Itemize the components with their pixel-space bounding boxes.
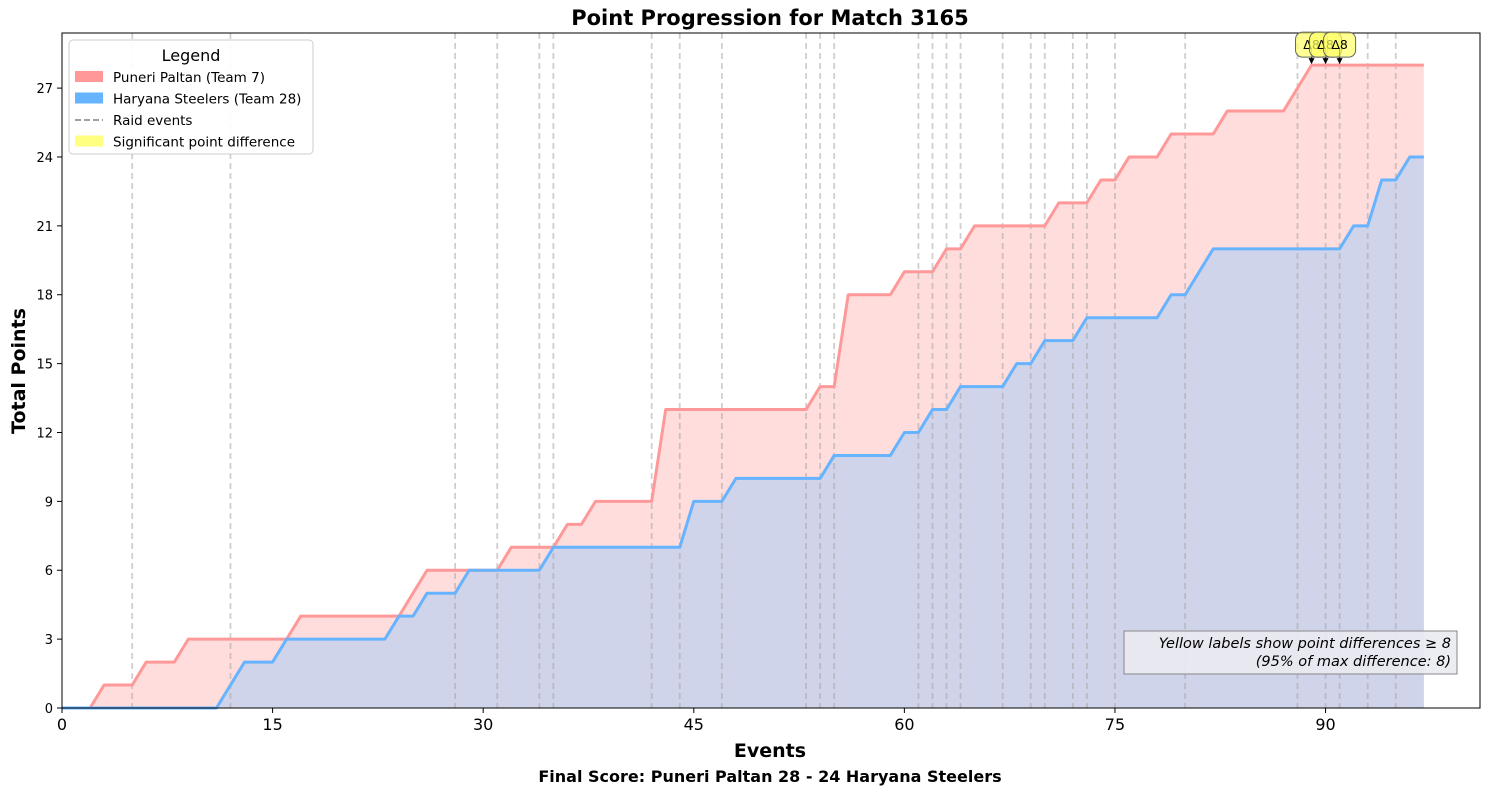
x-tick-label: 0 — [57, 715, 67, 734]
significant-diff-label: Δ8 — [1323, 31, 1357, 65]
x-tick-label: 30 — [473, 715, 493, 734]
diff-label-box — [1323, 31, 1357, 58]
y-tick-label: 3 — [45, 633, 53, 648]
x-tick-label: 15 — [262, 715, 282, 734]
legend-swatch — [75, 135, 103, 147]
diff-arrowhead — [1336, 58, 1343, 65]
y-tick-label: 21 — [36, 220, 53, 235]
series-line-1 — [62, 63, 1424, 710]
legend-swatch — [75, 71, 103, 82]
y-axis-title: Total Points — [8, 308, 30, 434]
chart-title: Point Progression for Match 3165 — [571, 6, 969, 30]
plot-frame — [61, 32, 1481, 709]
annotation-line-1: Yellow labels show point differences ≥ 8 — [1159, 636, 1451, 652]
legend-title: Legend — [162, 46, 221, 65]
legend-label: Haryana Steelers (Team 28) — [113, 92, 301, 108]
diff-arrowhead — [1322, 58, 1329, 65]
x-tick-label: 90 — [1315, 715, 1335, 734]
x-tick-label: 75 — [1105, 715, 1125, 734]
y-tick-label: 24 — [36, 151, 53, 166]
annotation-line-2: (95% of max difference: 8) — [1256, 654, 1451, 670]
y-tick-label: 27 — [36, 82, 53, 97]
y-tick-label: 12 — [36, 426, 53, 441]
series-area-2 — [62, 156, 1424, 708]
diff-arrowhead — [1308, 58, 1315, 65]
final-score-caption: Final Score: Puneri Paltan 28 - 24 Harya… — [538, 767, 1001, 786]
y-tick-label: 0 — [45, 702, 53, 717]
diff-label-text: Δ8 — [1331, 37, 1348, 52]
y-tick-label: 9 — [45, 495, 53, 510]
legend-label: Puneri Paltan (Team 7) — [113, 70, 265, 86]
chart-legend: Legend Puneri Paltan (Team 7) Haryana Ste… — [68, 39, 314, 155]
legend-swatch — [75, 92, 103, 104]
threshold-annotation: Yellow labels show point differences ≥ 8… — [1123, 630, 1458, 675]
x-axis-title: Events — [734, 740, 806, 762]
y-tick-label: 15 — [36, 358, 53, 373]
x-tick-label: 45 — [684, 715, 704, 734]
y-tick-label: 18 — [36, 289, 53, 304]
y-tick-label: 6 — [45, 564, 53, 579]
x-tick-label: 60 — [894, 715, 914, 734]
legend-label: Raid events — [113, 113, 192, 129]
series-line-2 — [62, 155, 1424, 710]
plot-area: 01530456075900369121518212427Δ8Δ8Δ8 — [36, 31, 1481, 734]
legend-label: Significant point difference — [113, 135, 295, 151]
